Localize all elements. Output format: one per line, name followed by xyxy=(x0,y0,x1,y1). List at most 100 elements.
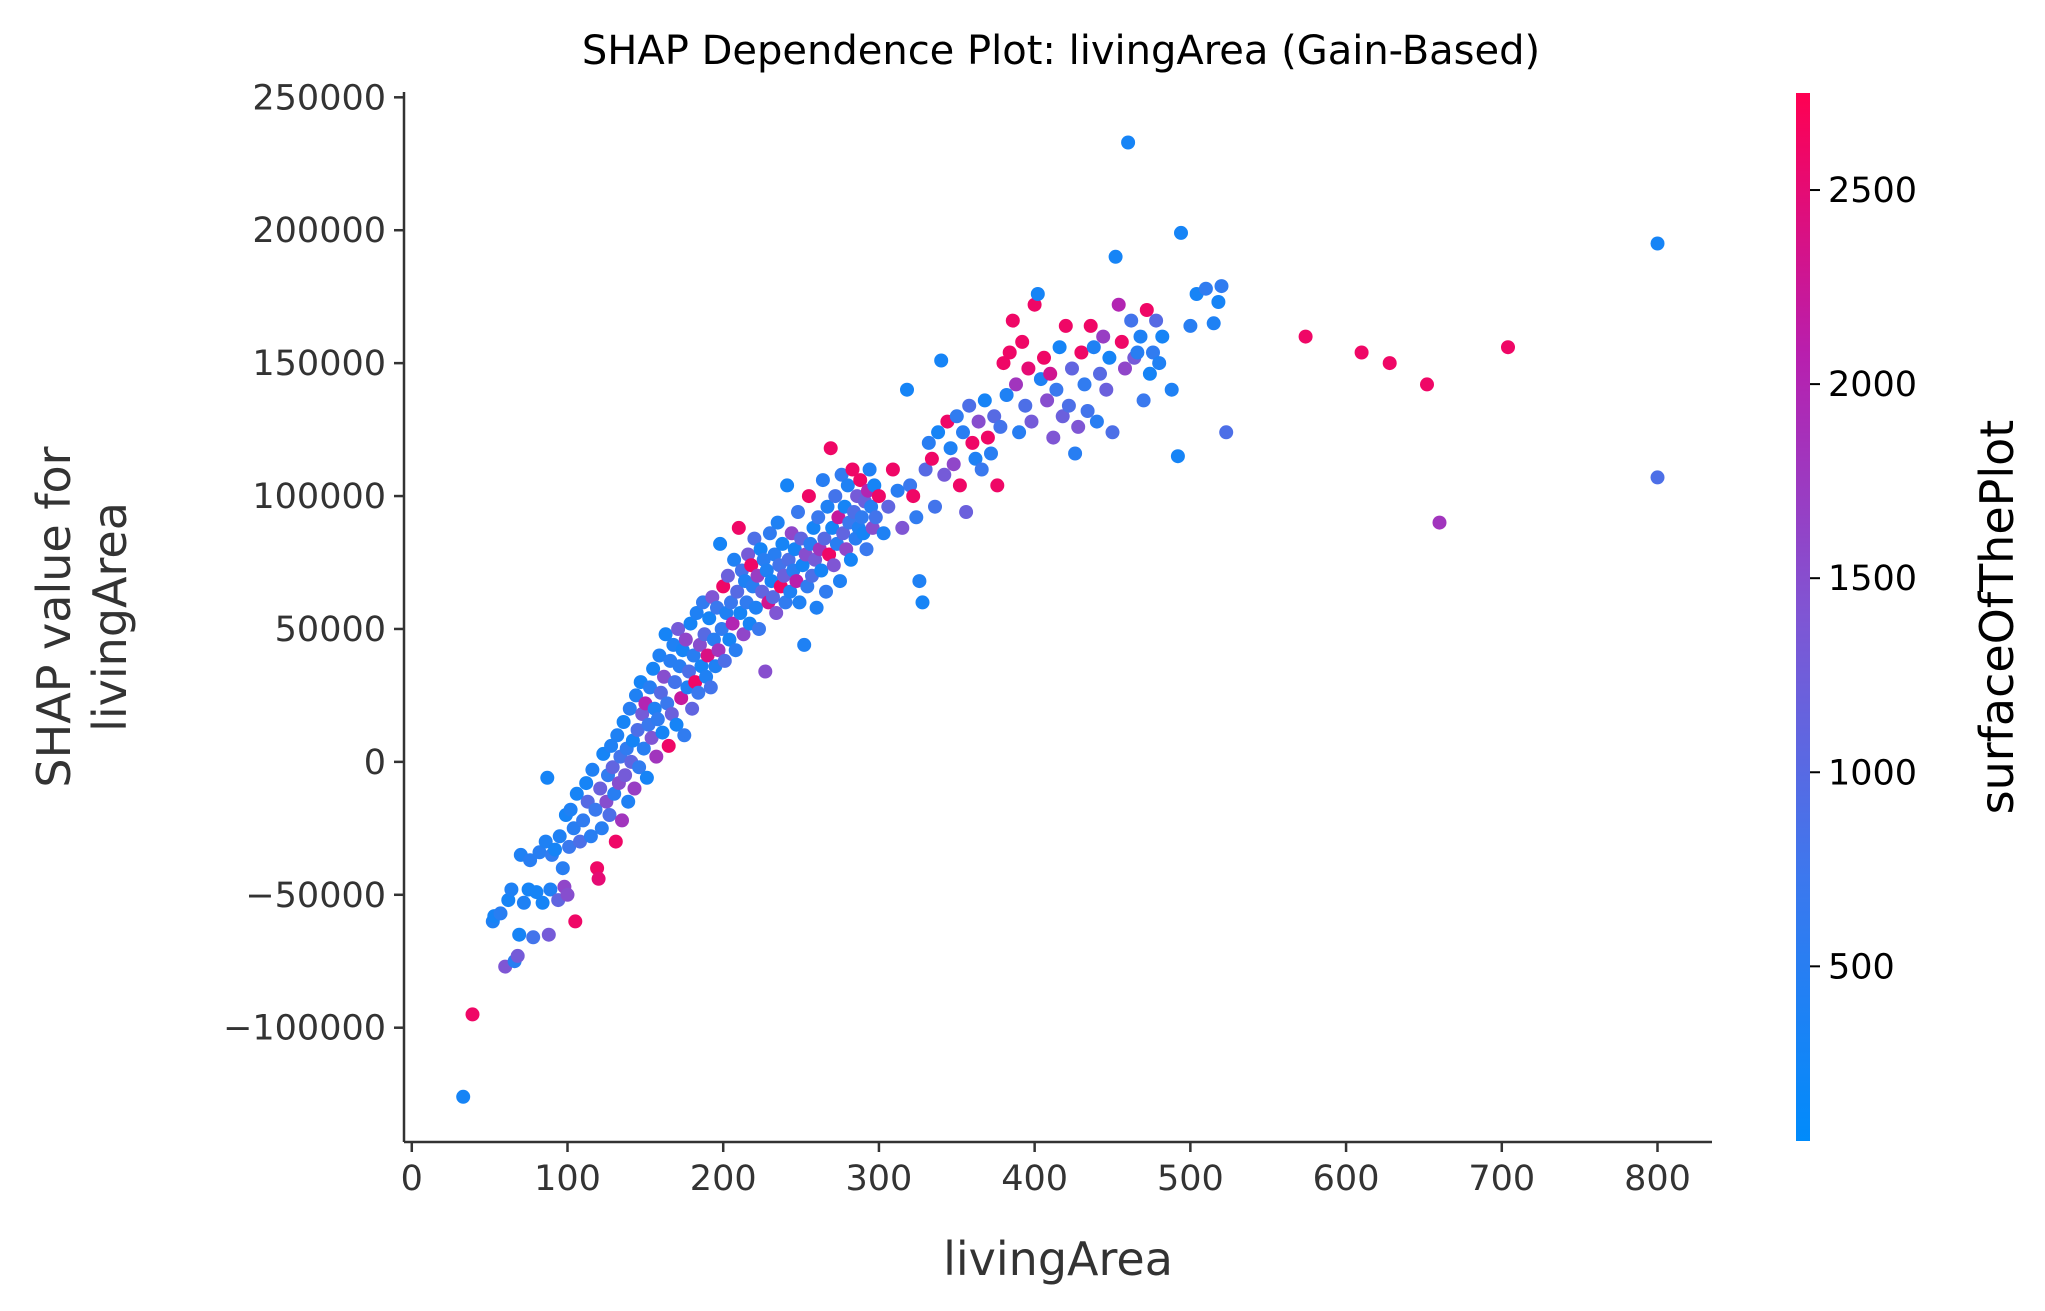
data-point xyxy=(1037,350,1051,365)
data-point xyxy=(669,717,684,732)
data-point xyxy=(956,425,970,440)
y-tick-label: 100000 xyxy=(252,477,386,517)
data-point xyxy=(590,861,605,876)
data-point xyxy=(1015,334,1030,349)
data-point xyxy=(937,467,952,482)
data-point xyxy=(540,770,555,785)
data-point xyxy=(1206,316,1221,331)
x-tick-label: 400 xyxy=(1001,1159,1068,1199)
data-point xyxy=(1114,334,1129,349)
data-point xyxy=(1211,295,1226,309)
data-point xyxy=(630,723,645,737)
data-point xyxy=(767,547,782,562)
data-point xyxy=(658,627,673,642)
data-point xyxy=(594,821,609,836)
y-axis-label-line-1: SHAP value for xyxy=(27,446,81,787)
data-point xyxy=(548,842,562,857)
data-point xyxy=(809,600,824,615)
data-point xyxy=(1214,279,1229,294)
data-point xyxy=(725,616,740,631)
data-point xyxy=(1183,318,1198,333)
data-point xyxy=(1040,393,1055,408)
y-tick-label: −50000 xyxy=(245,876,386,916)
data-point xyxy=(583,829,598,844)
data-point xyxy=(915,595,930,610)
data-point xyxy=(959,505,974,519)
data-point xyxy=(563,802,578,817)
data-point xyxy=(516,895,531,910)
data-point xyxy=(713,536,728,551)
data-point xyxy=(865,520,880,535)
data-point xyxy=(769,606,784,620)
data-point xyxy=(1058,318,1073,333)
data-point xyxy=(980,430,995,445)
data-point xyxy=(555,861,570,876)
data-point xyxy=(1096,329,1111,344)
data-point xyxy=(814,563,829,578)
data-point xyxy=(562,839,577,854)
data-point xyxy=(778,595,793,610)
data-point xyxy=(722,632,737,647)
data-point xyxy=(529,885,544,900)
data-point xyxy=(604,738,619,753)
data-point xyxy=(918,462,933,477)
data-point xyxy=(568,914,583,929)
data-point xyxy=(639,770,654,785)
data-point xyxy=(987,409,1002,424)
colorbar xyxy=(1796,93,1810,1141)
data-point xyxy=(593,781,608,796)
data-point xyxy=(826,558,841,573)
data-point xyxy=(789,574,804,589)
data-point xyxy=(833,574,847,589)
data-point xyxy=(1219,425,1234,440)
data-point xyxy=(1093,366,1107,381)
data-point xyxy=(456,1089,471,1104)
data-point xyxy=(1136,393,1151,408)
data-point xyxy=(1420,377,1434,392)
data-point xyxy=(800,579,815,594)
x-axis-label: livingArea xyxy=(943,1232,1173,1286)
data-point xyxy=(868,510,883,525)
data-point xyxy=(836,526,851,541)
data-point xyxy=(526,930,541,945)
data-point xyxy=(652,648,667,663)
data-point xyxy=(1083,318,1098,333)
data-point xyxy=(736,627,751,642)
data-point xyxy=(552,829,567,844)
data-point xyxy=(890,483,905,498)
data-point xyxy=(1198,281,1213,296)
colorbar-tick-label: 500 xyxy=(1828,947,1895,987)
data-point xyxy=(703,680,718,695)
data-point xyxy=(747,531,762,546)
data-point xyxy=(621,794,636,809)
data-point xyxy=(716,579,731,594)
data-point xyxy=(605,760,620,775)
data-point xyxy=(532,845,547,860)
data-point xyxy=(678,632,693,647)
data-point xyxy=(1018,398,1033,413)
data-point xyxy=(1024,414,1039,429)
data-point xyxy=(1105,425,1120,440)
data-point xyxy=(608,834,623,849)
data-point xyxy=(711,643,726,658)
data-point xyxy=(797,637,812,652)
y-tick-label: 0 xyxy=(364,743,386,783)
data-point xyxy=(1099,382,1114,397)
data-point xyxy=(543,882,558,897)
data-point xyxy=(688,675,703,690)
data-point xyxy=(811,510,826,525)
data-point xyxy=(632,760,647,775)
data-point xyxy=(675,643,690,658)
data-point xyxy=(801,489,816,504)
data-point xyxy=(1155,329,1170,344)
data-point xyxy=(859,542,874,557)
data-point xyxy=(535,895,550,910)
data-point xyxy=(591,871,606,886)
data-point xyxy=(692,637,707,652)
data-point xyxy=(741,547,756,562)
data-point xyxy=(815,473,830,488)
data-point xyxy=(921,435,936,450)
data-point xyxy=(862,462,877,477)
y-tick-label: 150000 xyxy=(252,344,386,384)
